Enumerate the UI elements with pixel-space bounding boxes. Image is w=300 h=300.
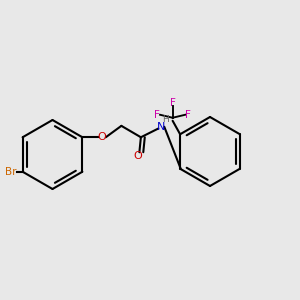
Text: O: O	[133, 151, 142, 161]
Text: F: F	[154, 110, 160, 120]
Text: N: N	[157, 122, 166, 132]
Text: Br: Br	[5, 167, 16, 177]
Text: O: O	[98, 132, 106, 142]
Text: F: F	[185, 110, 191, 120]
Text: H: H	[163, 115, 169, 124]
Text: F: F	[170, 98, 176, 108]
